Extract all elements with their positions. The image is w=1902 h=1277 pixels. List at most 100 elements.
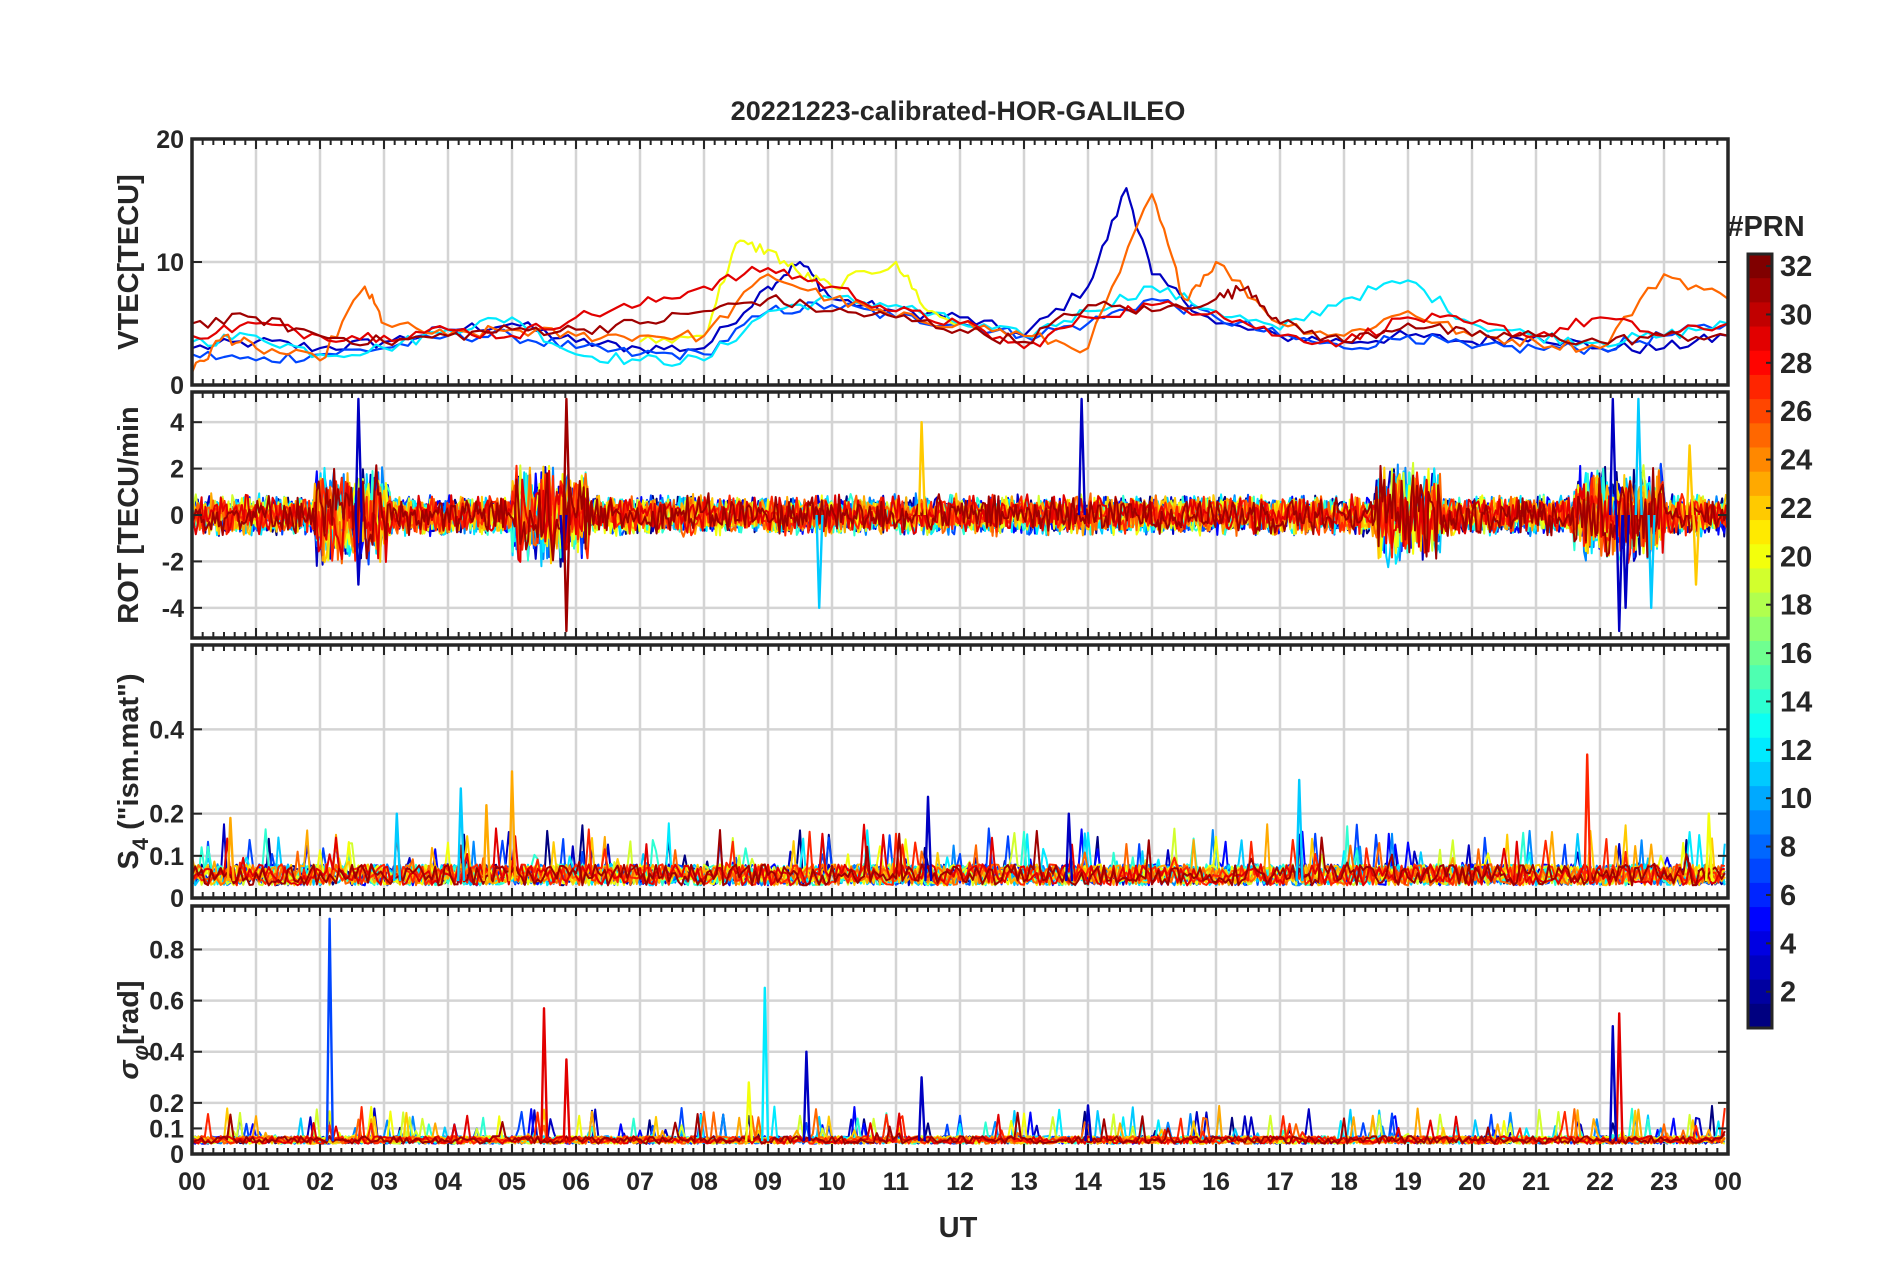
- colorbar-cell: [1748, 810, 1772, 836]
- x-tick-label: 10: [818, 1168, 846, 1196]
- spike-prn-20: [745, 1081, 754, 1142]
- colorbar-frame: [1746, 252, 1774, 1030]
- noise-trace-prn-31: [192, 829, 1726, 887]
- colorbar-tick-label: 14: [1780, 686, 1812, 718]
- colorbar-cell: [1748, 326, 1772, 352]
- colorbar-title: #PRN: [1727, 211, 1804, 243]
- y-tick-label: 2: [170, 456, 184, 484]
- x-tick-label: 19: [1394, 1168, 1422, 1196]
- frame-sigma_phi: [190, 904, 1730, 1156]
- spike-prn-11: [457, 787, 466, 882]
- spike-prn-11: [1634, 397, 1643, 516]
- spike-prn-22: [1685, 444, 1694, 516]
- x-tick-label: 02: [306, 1168, 334, 1196]
- y-tick-label: 0.2: [149, 801, 184, 829]
- spike-prn-11: [1295, 778, 1304, 882]
- colorbar-cell: [1748, 616, 1772, 642]
- colorbar-tick-label: 18: [1780, 590, 1812, 622]
- colorbar-tick-label: 10: [1780, 783, 1812, 815]
- x-tick-label: 04: [434, 1168, 462, 1196]
- series-line-prn-31: [192, 284, 1728, 347]
- colorbar-tick-label: 28: [1780, 348, 1812, 380]
- colorbar-cell: [1748, 858, 1772, 884]
- x-tick-label: 13: [1010, 1168, 1038, 1196]
- series-s4: [192, 753, 1726, 887]
- colorbar-cell: [1748, 568, 1772, 594]
- spike-prn-3: [802, 1050, 811, 1142]
- colorbar-tick-label: 16: [1780, 638, 1812, 670]
- y-axis-label-vtec: VTEC[TECU]: [113, 174, 145, 350]
- panel-sigma_phi: 00.10.2 0.4 0.6 0.8 σφ[rad]: [113, 904, 1730, 1169]
- colorbar-tick-label: 26: [1780, 396, 1812, 428]
- y-axis-label-sigma_phi: σφ[rad]: [113, 980, 153, 1079]
- panel-rot: -4 -2 0 2 4 ROT [TECU/min: [113, 390, 1730, 640]
- x-axis-label: UT: [939, 1212, 978, 1244]
- spike-prn-3: [917, 1076, 926, 1142]
- x-tick-label: 06: [562, 1168, 590, 1196]
- y-tick-label: 10: [156, 249, 184, 277]
- colorbar-tick-label: 24: [1780, 445, 1812, 477]
- x-tick-label: 01: [242, 1168, 270, 1196]
- ylabel-sub: 4: [128, 837, 153, 850]
- x-tick-label: 07: [626, 1168, 654, 1196]
- y-tick-label: 0.4: [149, 1039, 184, 1067]
- spike-prn-3: [1084, 1104, 1093, 1142]
- series-line-prn-25: [192, 193, 1728, 374]
- spike-prn-3: [1077, 397, 1086, 516]
- y-tick-label: 0: [170, 1141, 184, 1169]
- colorbar-cell: [1748, 1003, 1772, 1029]
- ylabel-rest: [rad]: [113, 980, 145, 1044]
- colorbar-tick-label: 22: [1780, 493, 1812, 525]
- spike-prn-23: [508, 770, 517, 882]
- colorbar-tick-label: 6: [1780, 880, 1796, 912]
- colorbar-cell: [1748, 955, 1772, 981]
- x-tick-label: 20: [1458, 1168, 1486, 1196]
- colorbar-cell: [1748, 907, 1772, 932]
- frame-s4: [190, 643, 1730, 900]
- spike-prn-29: [540, 1007, 549, 1142]
- colorbar-tick-label: 8: [1780, 832, 1796, 864]
- spike-prn-29: [1615, 1012, 1624, 1142]
- y-tick-label: 0: [170, 885, 184, 913]
- colorbar-cell: [1748, 761, 1772, 787]
- spike-prn-7: [325, 917, 334, 1142]
- y-tick-label: -2: [162, 548, 184, 576]
- y-tick-label: 0: [170, 372, 184, 400]
- ylabel-main: S: [113, 850, 145, 869]
- y-tick-label: 4: [170, 409, 184, 437]
- ylabel-main: σ: [113, 1059, 145, 1080]
- series-vtec: [192, 187, 1728, 374]
- series-line-prn-29: [192, 265, 1728, 350]
- noise-trace-prn-27: [192, 464, 1728, 564]
- colorbar-tick-label: 30: [1780, 299, 1812, 331]
- colorbar-cell: [1748, 423, 1772, 449]
- y-tick-label: 0.1: [149, 1115, 184, 1143]
- x-tick-label: 18: [1330, 1168, 1358, 1196]
- y-tick-label: 0.1: [149, 843, 184, 871]
- colorbar-tick-label: 32: [1780, 251, 1812, 283]
- colorbar-tick-label: 12: [1780, 735, 1812, 767]
- x-tick-label: 08: [690, 1168, 718, 1196]
- x-tick-label: 11: [883, 1168, 910, 1196]
- spike-prn-3: [1065, 812, 1074, 882]
- series-line-prn-20: [639, 239, 961, 344]
- colorbar-cell: [1748, 520, 1772, 545]
- panel-vtec: 0 10 20 VTEC[TECU]: [113, 126, 1730, 400]
- y-tick-label: 0: [170, 502, 184, 530]
- colorbar-cell: [1748, 665, 1772, 690]
- noise-trace-prn-31: [192, 464, 1728, 562]
- spike-prn-12: [761, 986, 770, 1142]
- x-tick-labels: 00 01 02 03 04 05 06 07 08 09 10 11 12 13 14 15 16 17 18 19…: [178, 1168, 1742, 1196]
- colorbar-cell: [1748, 713, 1772, 739]
- colorbar-cell: [1748, 374, 1772, 400]
- colorbar-tick-label: 20: [1780, 541, 1812, 573]
- spike-prn-3: [1615, 514, 1624, 633]
- spike-prn-3: [1609, 1025, 1618, 1142]
- spike-prn-3: [354, 514, 363, 586]
- spike-prn-22: [1692, 514, 1701, 586]
- colorbar-cell: [1748, 471, 1772, 497]
- colorbar: 32 30 28 26 24 22 20 18 16 14 12 10 8 6 4 2 #PRN: [1727, 211, 1812, 1030]
- spike-prn-3: [354, 397, 363, 516]
